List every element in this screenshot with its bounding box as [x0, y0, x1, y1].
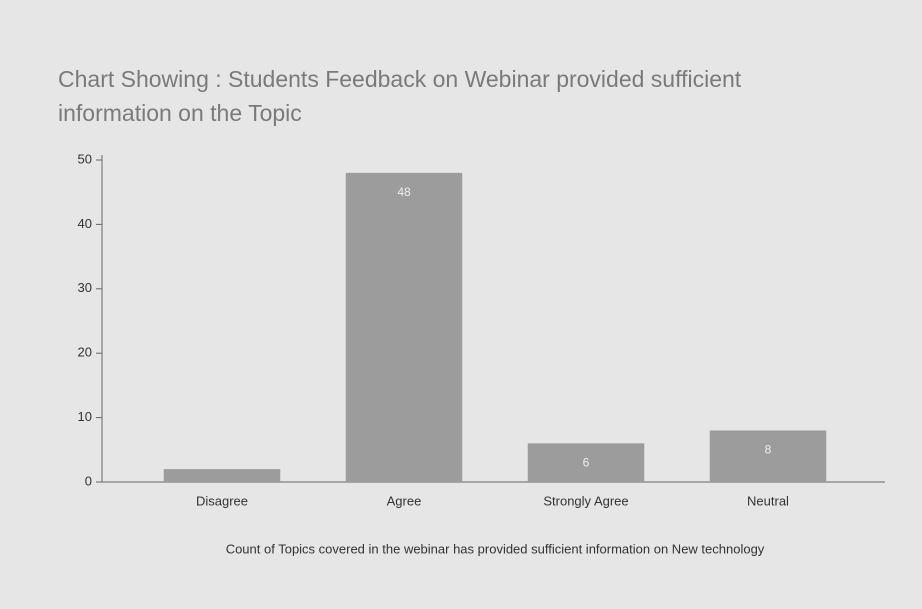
bar — [163, 469, 281, 482]
data-label: 6 — [583, 456, 590, 470]
x-axis-label: Count of Topics covered in the webinar h… — [226, 541, 765, 556]
bar — [709, 430, 827, 482]
y-tick-label: 40 — [78, 216, 92, 231]
data-label: 8 — [765, 443, 772, 457]
y-tick-label: 20 — [78, 345, 92, 360]
x-tick-label: Agree — [387, 493, 422, 508]
y-tick-label: 30 — [78, 280, 92, 295]
y-tick-label: 10 — [78, 409, 92, 424]
x-tick-label: Neutral — [747, 493, 789, 508]
y-tick-label: 50 — [78, 151, 92, 166]
x-tick-label: Strongly Agree — [543, 493, 628, 508]
bar — [345, 172, 463, 482]
y-tick-label: 0 — [85, 473, 92, 488]
chart-title: Chart Showing : Students Feedback on Web… — [58, 66, 742, 126]
data-label: 48 — [397, 185, 411, 199]
x-tick-label: Disagree — [196, 493, 248, 508]
bar — [527, 443, 645, 482]
